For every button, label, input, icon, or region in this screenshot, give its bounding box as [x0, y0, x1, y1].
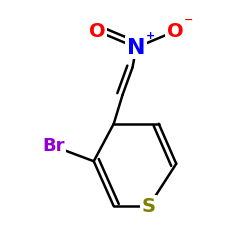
Text: Br: Br [42, 137, 65, 155]
Text: +: + [146, 31, 155, 41]
Text: N: N [127, 38, 146, 58]
Text: O: O [89, 22, 106, 41]
Text: O: O [167, 22, 183, 41]
Text: −: − [184, 15, 194, 25]
Text: S: S [142, 197, 156, 216]
